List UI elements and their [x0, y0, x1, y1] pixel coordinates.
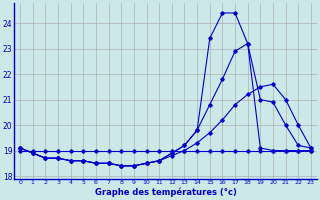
X-axis label: Graphe des températures (°c): Graphe des températures (°c) [95, 188, 236, 197]
